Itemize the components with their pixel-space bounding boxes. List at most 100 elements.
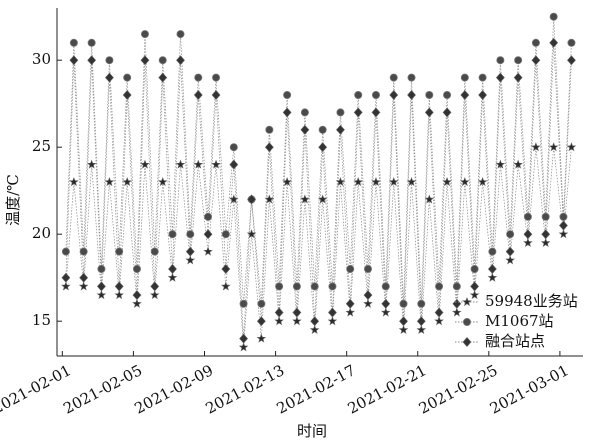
marker-diamond [150, 281, 160, 292]
marker-star [292, 316, 302, 326]
marker-diamond [345, 298, 355, 309]
marker-star [353, 176, 363, 187]
x-tick-label: 2021-02-13 [203, 361, 288, 417]
marker-diamond [434, 307, 444, 318]
marker-star [69, 176, 79, 187]
marker-star [363, 298, 373, 308]
marker-circle [168, 230, 177, 239]
marker-star [149, 290, 160, 300]
marker-circle [186, 230, 195, 239]
marker-diamond [140, 55, 150, 66]
marker-circle [523, 212, 532, 221]
legend-label: M1067站 [485, 312, 554, 330]
marker-diamond [79, 272, 89, 283]
marker-circle [399, 299, 408, 308]
x-tick-label: 2021-02-09 [131, 361, 216, 417]
x-tick-label: 2021-02-25 [416, 361, 501, 417]
marker-diamond [292, 307, 302, 318]
marker-star [434, 316, 444, 326]
marker-diamond [122, 90, 132, 100]
marker-diamond [158, 72, 168, 83]
marker-star [505, 255, 515, 265]
marker-star [371, 176, 381, 187]
marker-star [96, 290, 107, 300]
marker-circle [69, 38, 78, 47]
marker-diamond [203, 229, 213, 240]
marker-star [157, 176, 168, 187]
marker-star [229, 194, 239, 204]
x-tick-label: 2021-03-01 [487, 361, 572, 417]
series-line [65, 42, 572, 339]
marker-diamond [541, 229, 551, 240]
marker-star [282, 176, 292, 187]
marker-diamond [399, 316, 408, 327]
series-line [65, 147, 572, 348]
marker-star [203, 246, 213, 256]
marker-circle [318, 125, 327, 134]
marker-star [86, 159, 97, 169]
marker-star [327, 316, 338, 326]
marker-diamond [132, 290, 142, 301]
marker-circle [176, 30, 185, 39]
marker-circle [275, 282, 284, 291]
y-tick-label: 25 [32, 137, 51, 155]
legend-marker [462, 296, 472, 307]
marker-star [548, 142, 559, 152]
marker-circle [435, 282, 444, 291]
x-tick-label: 2021-02-01 [0, 361, 74, 417]
marker-diamond [363, 290, 373, 301]
marker-circle [531, 38, 540, 47]
marker-circle [105, 56, 114, 65]
marker-diamond [353, 107, 363, 118]
marker-star [558, 229, 569, 239]
marker-star [264, 194, 275, 204]
marker-circle [221, 230, 230, 239]
marker-circle [506, 230, 515, 239]
marker-circle [488, 247, 497, 256]
marker-circle [443, 91, 452, 100]
x-tick-label: 2021-02-17 [274, 361, 359, 417]
marker-diamond [487, 264, 497, 274]
marker-circle [265, 125, 274, 134]
marker-circle [425, 91, 434, 100]
marker-circle [559, 212, 568, 221]
marker-diamond [247, 194, 256, 205]
marker-diamond [87, 55, 97, 66]
marker-circle [212, 73, 221, 82]
marker-diamond [105, 72, 114, 83]
marker-diamond [176, 55, 185, 66]
marker-diamond [407, 90, 416, 100]
marker-diamond [549, 37, 559, 48]
marker-star [452, 307, 462, 317]
marker-diamond [442, 107, 452, 118]
marker-circle [158, 56, 167, 65]
marker-circle [496, 56, 505, 65]
marker-diamond [300, 124, 310, 135]
marker-diamond [559, 220, 568, 231]
marker-diamond [495, 72, 505, 83]
marker-star [406, 176, 417, 187]
marker-circle [567, 38, 576, 47]
marker-diamond [221, 264, 231, 274]
marker-star [246, 229, 257, 239]
marker-circle [79, 247, 88, 256]
marker-diamond [336, 124, 345, 135]
marker-star [104, 176, 115, 187]
legend-marker [462, 337, 472, 347]
marker-diamond [318, 142, 328, 153]
y-axis-label: 温度/℃ [4, 174, 22, 226]
marker-circle [389, 73, 398, 82]
marker-diamond [531, 55, 541, 66]
marker-diamond [389, 90, 399, 100]
marker-diamond [168, 264, 177, 274]
marker-circle [417, 299, 426, 308]
marker-star [416, 324, 427, 334]
marker-star [495, 159, 506, 169]
marker-circle [460, 73, 469, 82]
marker-star [140, 159, 150, 169]
x-tick-label: 2021-02-05 [60, 361, 145, 417]
marker-star [345, 307, 355, 317]
marker-circle [283, 91, 292, 100]
marker-star [335, 176, 346, 187]
